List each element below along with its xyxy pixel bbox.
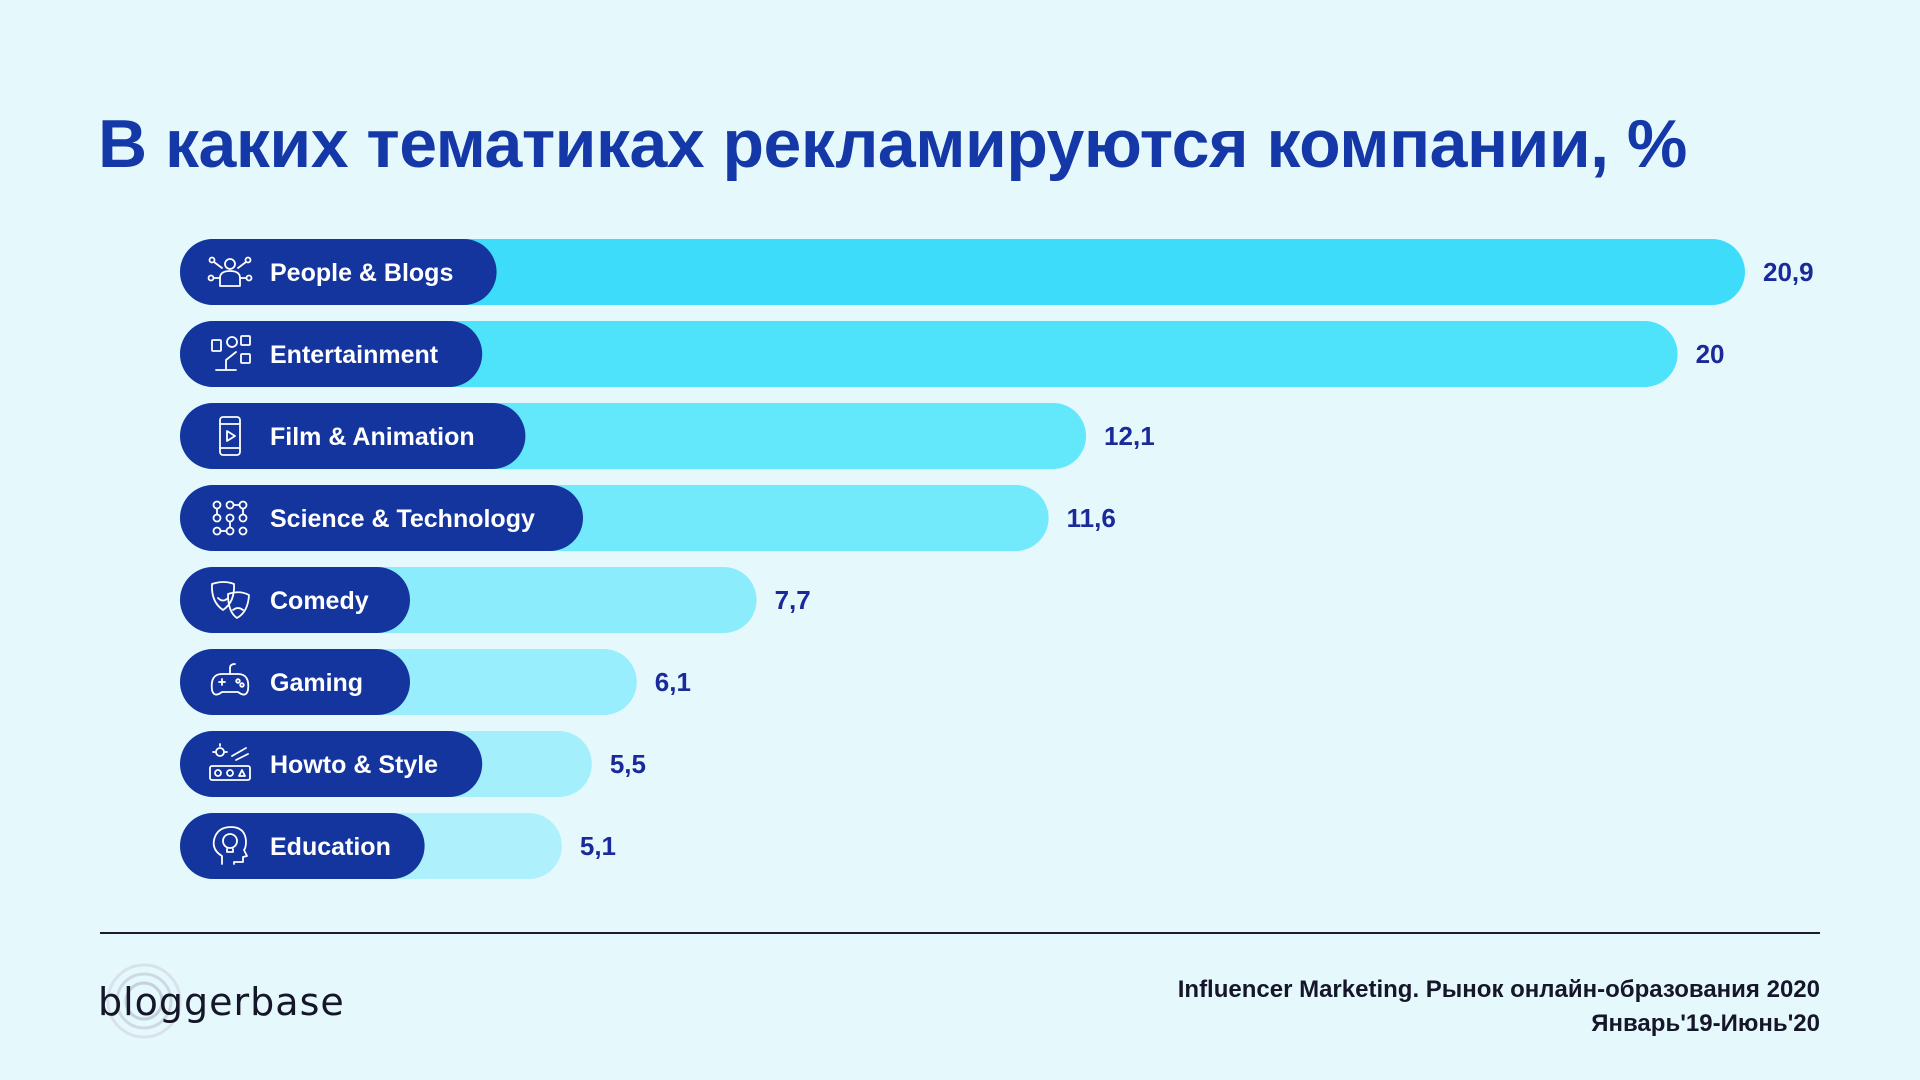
bloggerbase-logo: bloggerbase (98, 960, 358, 1042)
science-network-icon (212, 500, 248, 536)
chart-title: В каких тематиках рекламируются компании… (98, 106, 1687, 182)
bar-value-label: 20 (1696, 339, 1725, 369)
bar-label-pill (180, 731, 483, 797)
bar-category-label: People & Blogs (270, 259, 453, 287)
bar-label-pill (180, 403, 526, 469)
bar-category-label: Entertainment (270, 341, 439, 369)
people-blogs-icon (207, 256, 253, 287)
bar (180, 321, 1678, 387)
bar-value-label: 5,5 (610, 749, 646, 779)
bars-group: People & Blogs 20,9 Entertainment 20 Film & … (180, 239, 1814, 879)
bar (180, 239, 1745, 305)
film-phone-icon (219, 416, 241, 456)
period-line: Январь'19-Июнь'20 (1591, 1010, 1820, 1037)
bar-category-label: Howto & Style (270, 751, 438, 779)
bar-label-pill (180, 239, 497, 305)
bar-value-label: 12,1 (1104, 421, 1155, 451)
bar-value-label: 20,9 (1763, 257, 1814, 287)
logo-text: bloggerbase (98, 980, 345, 1024)
bar-category-label: Science & Technology (270, 505, 535, 533)
bar-label-pill (180, 649, 410, 715)
bar-value-label: 6,1 (655, 667, 691, 697)
logo-rings-icon (106, 963, 182, 1039)
bar-category-label: Gaming (270, 669, 363, 697)
bar-value-label: 11,6 (1067, 503, 1116, 533)
bar-label-pill (180, 567, 410, 633)
bar-category-label: Comedy (270, 587, 369, 615)
gamepad-icon (210, 663, 250, 696)
bar-chart: People & Blogs 20,9 Entertainment 20 Film & … (180, 239, 1814, 879)
bar-value-label: 5,1 (580, 831, 616, 861)
howto-style-icon (209, 743, 251, 781)
bar-category-label: Film & Animation (270, 423, 475, 451)
comedy-masks-icon (211, 581, 250, 619)
bar-label-pill (180, 485, 583, 551)
bar-category-label: Education (270, 833, 391, 861)
source-note: Influencer Marketing. Рынок онлайн-образ… (1178, 973, 1820, 1041)
bar-value-label: 7,7 (775, 585, 811, 615)
footer-divider (100, 932, 1820, 934)
bar-label-pill (180, 321, 483, 387)
education-head-icon (212, 826, 248, 865)
source-line: Influencer Marketing. Рынок онлайн-образ… (1177, 976, 1820, 1003)
entertainment-icon (211, 335, 251, 371)
